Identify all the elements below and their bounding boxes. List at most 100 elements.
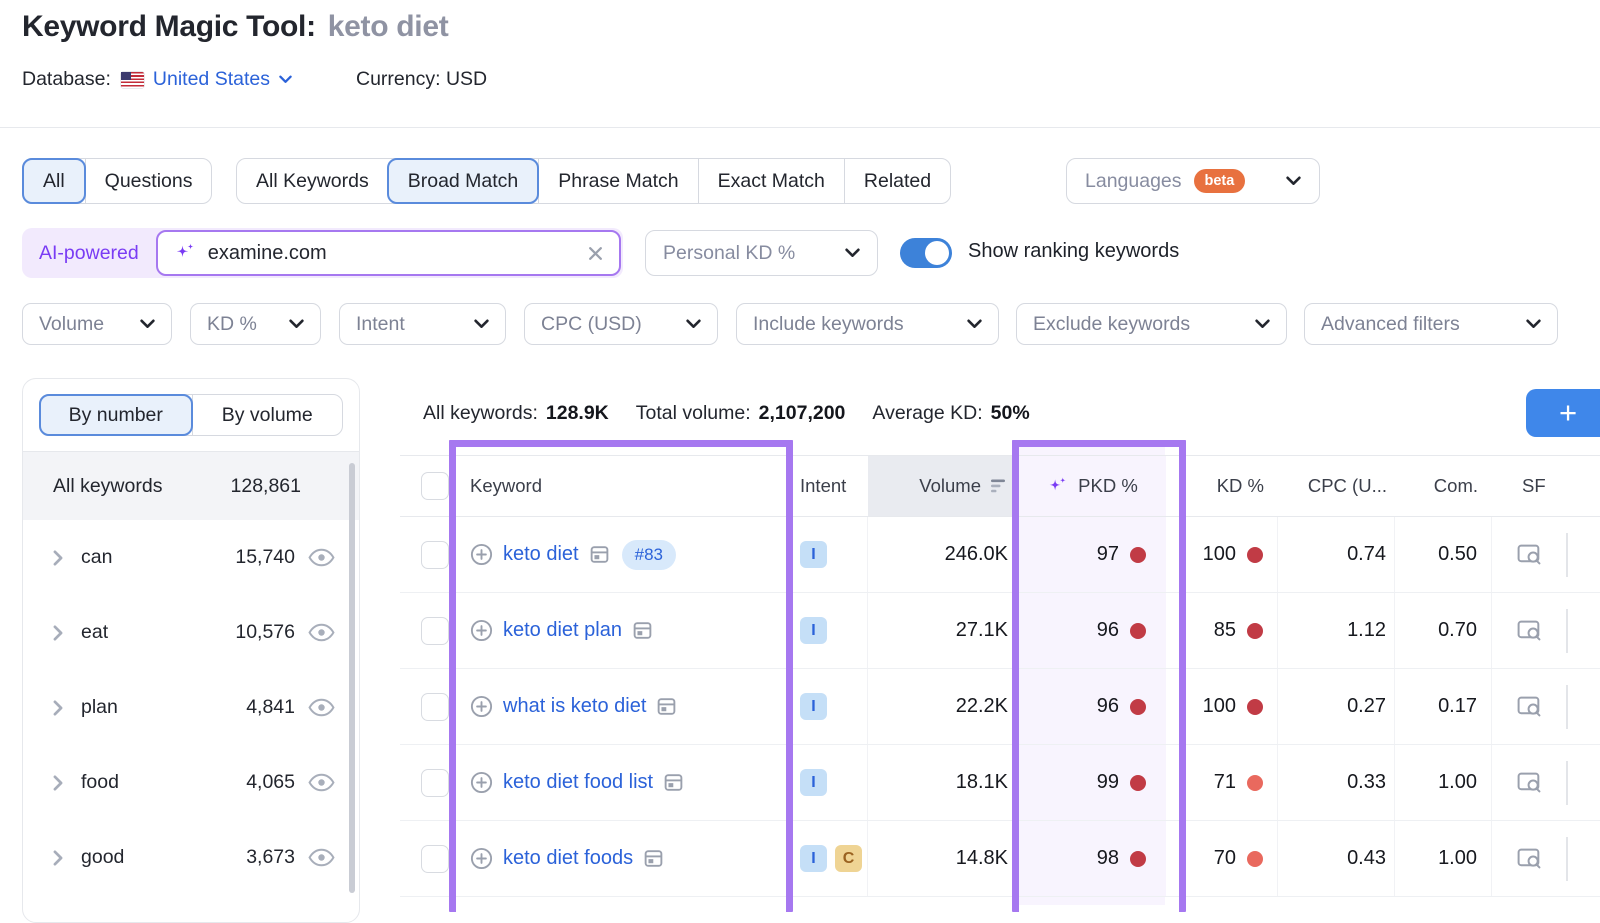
volume-value: 22.2K bbox=[868, 669, 1018, 744]
add-keyword-icon[interactable] bbox=[470, 847, 493, 870]
keyword-link[interactable]: keto diet bbox=[503, 543, 579, 566]
summary-total-volume-label: Total volume: bbox=[636, 402, 751, 425]
group-count: 10,576 bbox=[235, 621, 295, 644]
select-all-checkbox[interactable] bbox=[421, 472, 449, 500]
volume-value: 18.1K bbox=[868, 745, 1018, 820]
row-checkbox[interactable] bbox=[421, 617, 449, 645]
intent-badge-informational: I bbox=[800, 617, 827, 644]
domain-input-value: examine.com bbox=[208, 242, 587, 265]
tab-by-number[interactable]: By number bbox=[39, 394, 193, 436]
tab-questions[interactable]: Questions bbox=[85, 159, 212, 203]
sparkle-icon bbox=[1046, 475, 1069, 498]
page-title-query: keto diet bbox=[328, 10, 449, 43]
tab-all-keywords[interactable]: All Keywords bbox=[237, 159, 388, 203]
keyword-link[interactable]: keto diet foods bbox=[503, 847, 633, 870]
filter-volume-label: Volume bbox=[39, 313, 104, 336]
serp-features-icon[interactable] bbox=[1516, 618, 1543, 643]
row-checkbox[interactable] bbox=[421, 693, 449, 721]
column-header-keyword: Keyword bbox=[455, 456, 773, 516]
serp-features-icon[interactable] bbox=[1516, 770, 1543, 795]
header-divider bbox=[0, 127, 1600, 128]
sidebar-group-good[interactable]: good 3,673 bbox=[23, 820, 359, 895]
serp-preview-icon[interactable] bbox=[643, 848, 664, 869]
kd-value: 100 bbox=[1203, 695, 1236, 718]
keyword-link[interactable]: keto diet plan bbox=[503, 619, 622, 642]
difficulty-dot bbox=[1130, 623, 1146, 639]
eye-icon[interactable] bbox=[308, 773, 335, 792]
keyword-link[interactable]: keto diet food list bbox=[503, 771, 653, 794]
pkd-value: 96 bbox=[1097, 619, 1119, 642]
eye-icon[interactable] bbox=[308, 698, 335, 717]
personal-kd-dropdown[interactable]: Personal KD % bbox=[645, 230, 878, 276]
sidebar-group-food[interactable]: food 4,065 bbox=[23, 745, 359, 820]
sidebar-group-can[interactable]: can 15,740 bbox=[23, 520, 359, 595]
database-select[interactable]: United States bbox=[153, 68, 270, 91]
row-checkbox[interactable] bbox=[421, 845, 449, 873]
domain-input[interactable]: examine.com bbox=[156, 230, 621, 276]
serp-preview-icon[interactable] bbox=[663, 772, 684, 793]
serp-features-icon[interactable] bbox=[1516, 694, 1543, 719]
tab-exact-match[interactable]: Exact Match bbox=[698, 159, 844, 203]
clear-input-icon[interactable] bbox=[587, 245, 604, 262]
chevron-right-icon[interactable] bbox=[53, 550, 63, 566]
serp-features-icon[interactable] bbox=[1516, 846, 1543, 871]
com-value: 1.00 bbox=[1395, 745, 1492, 820]
filter-include-label: Include keywords bbox=[753, 313, 904, 336]
filter-intent[interactable]: Intent bbox=[339, 303, 506, 345]
serp-preview-icon[interactable] bbox=[589, 544, 610, 565]
keyword-link[interactable]: what is keto diet bbox=[503, 695, 646, 718]
eye-icon[interactable] bbox=[308, 623, 335, 642]
results-summary: All keywords:128.9K Total volume:2,107,2… bbox=[423, 392, 1030, 434]
chevron-right-icon[interactable] bbox=[53, 700, 63, 716]
serp-preview-icon[interactable] bbox=[632, 620, 653, 641]
ranking-position-badge[interactable]: #83 bbox=[622, 540, 676, 570]
add-keyword-icon[interactable] bbox=[470, 695, 493, 718]
sidebar-group-eat[interactable]: eat 10,576 bbox=[23, 595, 359, 670]
tab-phrase-match[interactable]: Phrase Match bbox=[538, 159, 697, 203]
serp-features-icon[interactable] bbox=[1516, 542, 1543, 567]
serp-preview-icon[interactable] bbox=[656, 696, 677, 717]
row-checkbox[interactable] bbox=[421, 541, 449, 569]
tab-all[interactable]: All bbox=[22, 158, 86, 204]
beta-badge: beta bbox=[1194, 169, 1246, 193]
add-to-list-button[interactable]: + bbox=[1526, 389, 1600, 437]
filter-cpc[interactable]: CPC (USD) bbox=[524, 303, 718, 345]
kd-value: 100 bbox=[1203, 543, 1236, 566]
table-row: what is keto diet I 22.2K 96 100 0.27 0.… bbox=[400, 669, 1600, 745]
sidebar-group-plan[interactable]: plan 4,841 bbox=[23, 670, 359, 745]
scope-tabs: All Questions bbox=[22, 158, 212, 204]
personal-kd-label: Personal KD % bbox=[663, 242, 795, 265]
sidebar-all-keywords-row[interactable]: All keywords 128,861 bbox=[23, 452, 359, 520]
filter-kd[interactable]: KD % bbox=[190, 303, 321, 345]
filter-intent-label: Intent bbox=[356, 313, 405, 336]
filter-include-keywords[interactable]: Include keywords bbox=[736, 303, 999, 345]
column-header-volume[interactable]: Volume bbox=[868, 456, 1018, 516]
difficulty-dot bbox=[1130, 699, 1146, 715]
cpc-value: 0.33 bbox=[1278, 745, 1395, 820]
sidebar-scrollbar[interactable] bbox=[349, 463, 355, 893]
chevron-right-icon[interactable] bbox=[53, 775, 63, 791]
filter-advanced[interactable]: Advanced filters bbox=[1304, 303, 1558, 345]
sidebar-sort-tabs: By number By volume bbox=[39, 394, 343, 436]
group-label: plan bbox=[81, 696, 118, 719]
row-checkbox[interactable] bbox=[421, 769, 449, 797]
tab-by-volume[interactable]: By volume bbox=[192, 395, 343, 435]
tab-related[interactable]: Related bbox=[844, 159, 950, 203]
eye-icon[interactable] bbox=[308, 848, 335, 867]
eye-icon[interactable] bbox=[308, 548, 335, 567]
add-keyword-icon[interactable] bbox=[470, 619, 493, 642]
cpc-value: 0.43 bbox=[1278, 821, 1395, 896]
add-keyword-icon[interactable] bbox=[470, 543, 493, 566]
languages-dropdown[interactable]: Languages beta bbox=[1066, 158, 1320, 204]
intent-badge-informational: I bbox=[800, 541, 827, 568]
add-keyword-icon[interactable] bbox=[470, 771, 493, 794]
difficulty-dot bbox=[1130, 851, 1146, 867]
show-ranking-keywords-toggle[interactable] bbox=[900, 238, 952, 268]
pkd-value: 96 bbox=[1097, 695, 1119, 718]
filter-exclude-keywords[interactable]: Exclude keywords bbox=[1016, 303, 1287, 345]
chevron-right-icon[interactable] bbox=[53, 625, 63, 641]
tab-broad-match[interactable]: Broad Match bbox=[387, 158, 540, 204]
filter-volume[interactable]: Volume bbox=[22, 303, 172, 345]
chevron-right-icon[interactable] bbox=[53, 850, 63, 866]
database-label: Database: bbox=[22, 68, 111, 91]
